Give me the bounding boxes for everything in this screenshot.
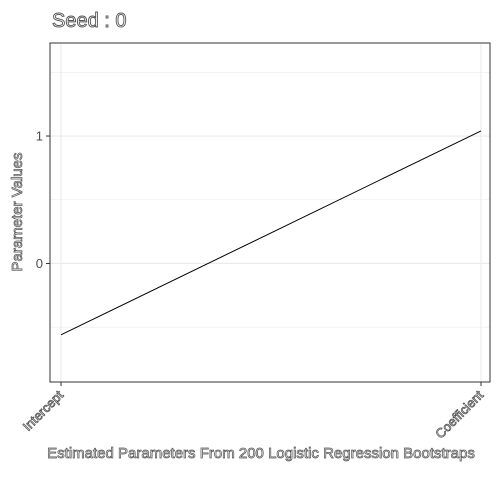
x-tick-label-0: Intercept — [20, 387, 67, 434]
y-tick-label-0: 0 — [36, 256, 43, 271]
y-tick-label-1: 1 — [36, 129, 43, 144]
panel-border — [49, 42, 491, 383]
series-line — [60, 130, 482, 336]
x-axis-title: Estimated Parameters From 200 Logistic R… — [47, 445, 475, 462]
chart-title: Seed : 0 — [52, 10, 127, 32]
series-layer — [60, 130, 482, 336]
x-tick-label-1: Coefficient — [432, 387, 486, 441]
tick-layer: 0 1 Intercept Coefficient — [19, 129, 486, 442]
y-axis-title: Parameter Values — [9, 153, 26, 272]
plot-panel: 0 1 Intercept Coefficient — [19, 42, 491, 442]
grid-layer — [50, 43, 490, 382]
